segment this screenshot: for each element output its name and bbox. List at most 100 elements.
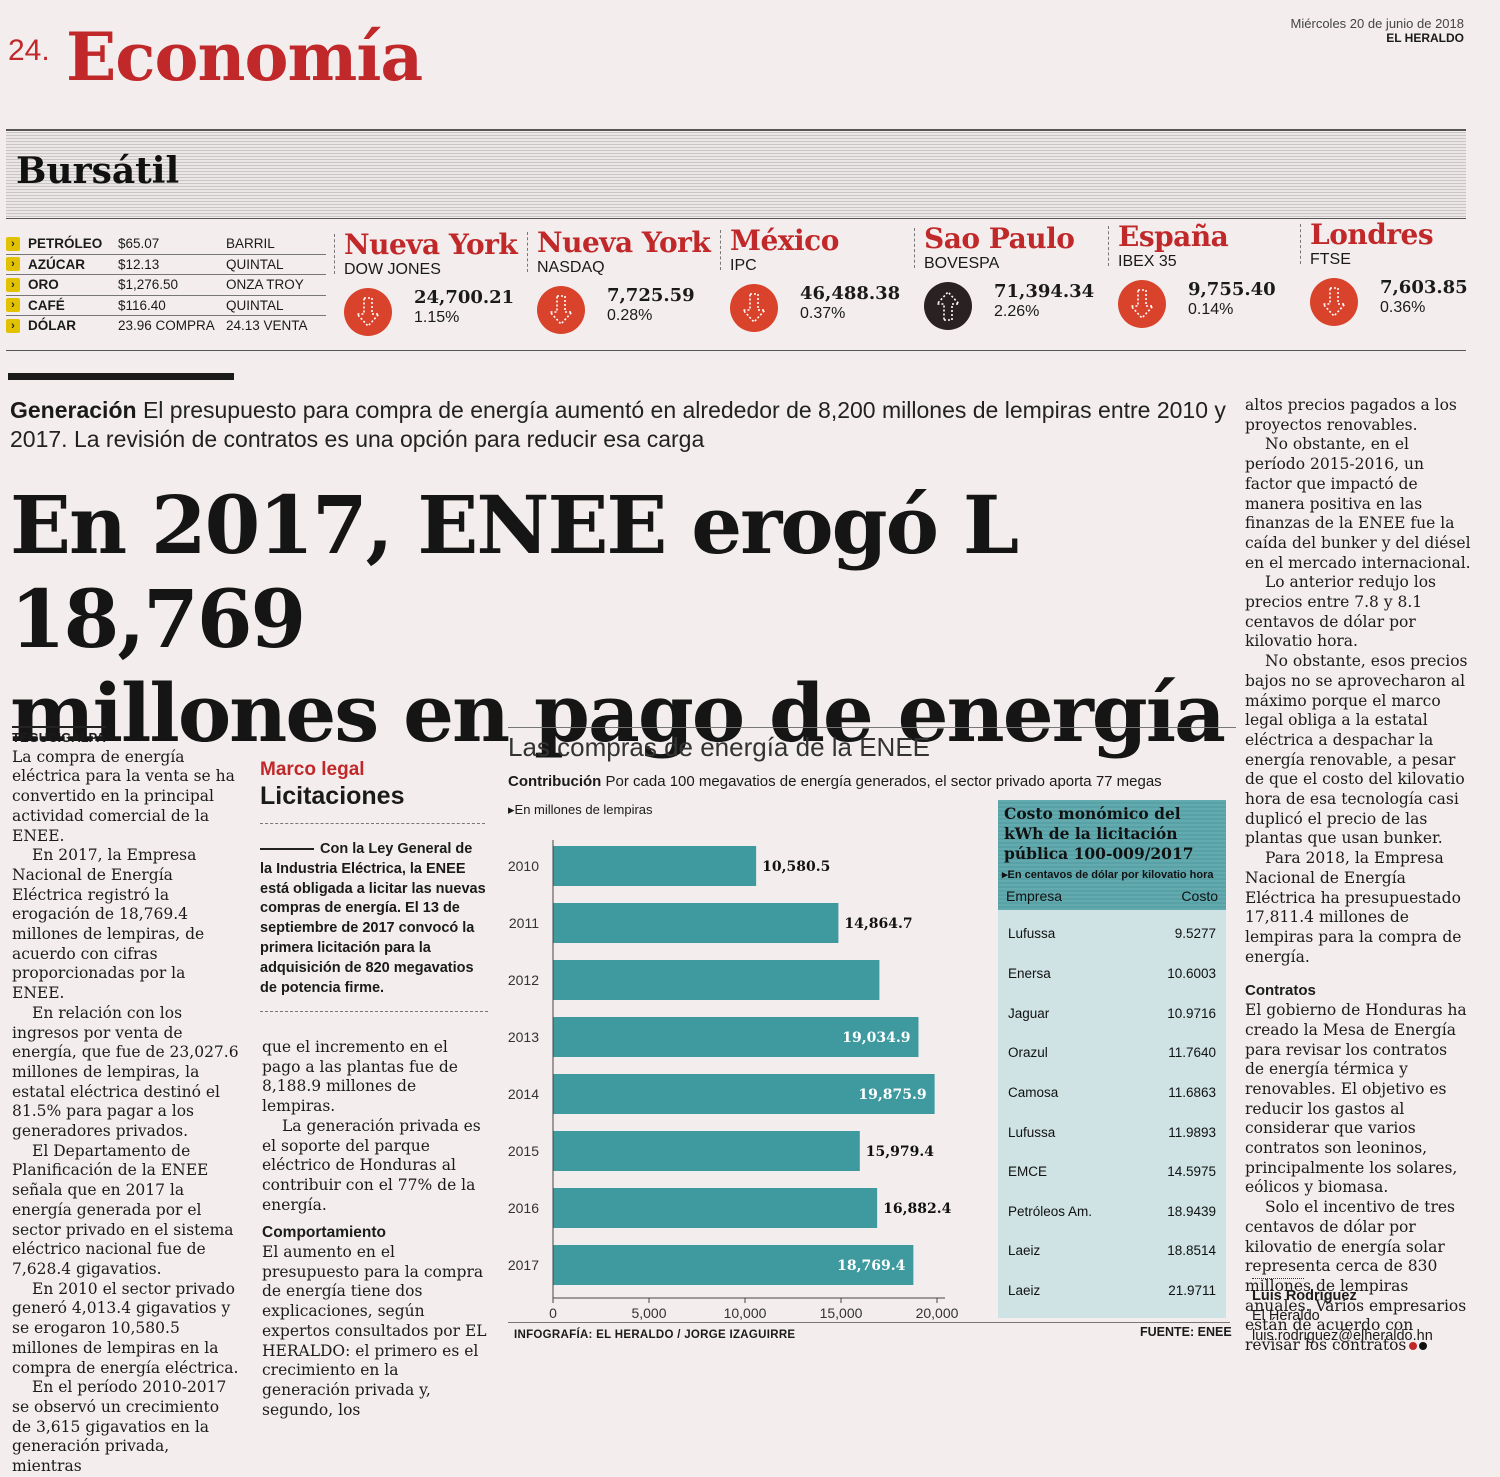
infographic-credit: INFOGRAFÍA: EL HERALDO / JORGE IZAGUIRRE xyxy=(514,1329,796,1341)
separator xyxy=(914,228,916,268)
table-row: Enersa 10.6003 xyxy=(1008,966,1216,981)
commodity-price: $1,276.50 xyxy=(118,277,179,293)
table-row: Orazul 11.7640 xyxy=(1008,1045,1216,1060)
newspaper-name: EL HERALDO xyxy=(1386,31,1464,45)
commodities-table: › PETRÓLEO $65.07 BARRIL › AZÚCAR $12.13… xyxy=(6,234,326,336)
chevron-right-icon: › xyxy=(6,236,20,251)
value-label: 19,875.9 xyxy=(858,1087,926,1103)
costo-cell: 18.9439 xyxy=(1167,1204,1216,1219)
value-label: 15,979.4 xyxy=(866,1144,934,1160)
infographic-contribution: Contribución Por cada 100 megavatios de … xyxy=(508,773,1162,790)
value-label: 16,882.4 xyxy=(883,1201,951,1217)
commodity-price: $12.13 xyxy=(118,256,160,272)
market-nueva-york-dow: Nueva York DOW JONES 24,700.21 1.15% xyxy=(334,228,519,340)
arrow-down-icon xyxy=(730,284,778,332)
market-city: Londres xyxy=(1310,218,1434,251)
table-subtitle-text: En centavos de dólar por kilovatio hora xyxy=(1007,869,1214,881)
infographic-bottom-rule xyxy=(508,1322,1230,1323)
costo-cell: 11.7640 xyxy=(1168,1045,1216,1060)
bar xyxy=(553,846,757,886)
commodity-unit: QUINTAL xyxy=(226,256,284,272)
market-espana: España IBEX 35 9,755.40 0.14% xyxy=(1108,220,1293,332)
commodity-unit: BARRIL xyxy=(226,236,275,252)
separator xyxy=(720,230,722,270)
commodity-unit: QUINTAL xyxy=(226,297,284,313)
triangle-icon: ▸ xyxy=(508,802,515,817)
sidebar-rule xyxy=(260,823,485,824)
bursatil-rule xyxy=(6,218,1466,219)
commodity-price: $65.07 xyxy=(118,236,160,252)
empresa-cell: Camosa xyxy=(1008,1085,1059,1100)
sidebar-title: Licitaciones xyxy=(260,782,405,810)
market-index: DOW JONES xyxy=(344,261,441,278)
bursatil-band xyxy=(6,132,1466,217)
arrow-down-icon xyxy=(344,288,392,336)
infographic-rule xyxy=(508,727,1236,728)
value-label: 14,864.7 xyxy=(844,916,912,932)
column-header-empresa: Empresa xyxy=(1006,888,1063,904)
arrow-up-icon xyxy=(924,282,972,330)
paragraph: La compra de energía eléctrica para la v… xyxy=(12,747,235,845)
category-label: 2011 xyxy=(509,915,539,931)
commodity-price: 23.96 COMPRA xyxy=(118,318,215,334)
chevron-right-icon: › xyxy=(6,277,20,292)
value-label: 18,769.4 xyxy=(837,1258,905,1274)
end-mark-icon xyxy=(1409,1342,1418,1351)
market-city: Nueva York xyxy=(537,226,711,259)
commodity-row: › AZÚCAR $12.13 QUINTAL xyxy=(6,255,326,275)
costo-cell: 18.8514 xyxy=(1167,1243,1216,1258)
table-row: Petróleos Am. 18.9439 xyxy=(1008,1204,1216,1219)
category-label: 2012 xyxy=(508,972,539,988)
table-body: Lufussa 9.5277 Enersa 10.6003 Jaguar 10.971… xyxy=(998,910,1226,1318)
byline-rule xyxy=(1252,1278,1304,1279)
chevron-right-icon: › xyxy=(6,257,20,272)
empresa-cell: Laeiz xyxy=(1008,1283,1041,1298)
separator xyxy=(1300,224,1302,264)
article-column-3: altos precios pagados a los proyectos re… xyxy=(1245,396,1471,1356)
market-change: 0.37% xyxy=(800,305,846,322)
table-row: Lufussa 11.9893 xyxy=(1008,1125,1216,1140)
paragraph: En 2010 el sector privado generó 4,013.4… xyxy=(12,1279,239,1377)
header-rule xyxy=(6,129,1466,131)
paragraph: altos precios pagados a los proyectos re… xyxy=(1245,396,1457,434)
market-index: IBEX 35 xyxy=(1118,253,1177,270)
market-city: España xyxy=(1118,220,1229,253)
kicker-bar xyxy=(8,373,234,380)
author-org: El Heraldo xyxy=(1252,1308,1320,1324)
category-label: 2014 xyxy=(508,1086,539,1102)
market-change: 0.28% xyxy=(607,307,653,324)
market-londres: Londres FTSE 7,603.85 0.36% xyxy=(1300,218,1485,330)
paragraph: El aumento en el presupuesto para la com… xyxy=(262,1243,487,1419)
bar xyxy=(553,1074,935,1114)
paragraph: Solo el incentivo de tres centavos de dó… xyxy=(1245,1198,1471,1356)
empresa-cell: Orazul xyxy=(1008,1045,1048,1060)
table-subtitle: ▸En centavos de dólar por kilovatio hora xyxy=(1002,868,1214,881)
paragraph-text: Solo el incentivo de tres centavos de dó… xyxy=(1245,1198,1467,1355)
sidebar-text-content: Con la Ley General de la Industria Eléct… xyxy=(260,841,486,996)
category-label: 2013 xyxy=(508,1029,539,1045)
empresa-cell: Petróleos Am. xyxy=(1008,1204,1093,1219)
market-city: Sao Paulo xyxy=(924,222,1075,255)
sidebar-kicker: Marco legal xyxy=(260,759,365,780)
market-nueva-york-nasdaq: Nueva York NASDAQ 7,725.59 0.28% xyxy=(527,226,712,338)
commodity-name: DÓLAR xyxy=(28,318,76,334)
empresa-cell: Jaguar xyxy=(1008,1006,1050,1021)
paragraph: En el período 2010-2017 se observó un cr… xyxy=(12,1378,227,1476)
commodity-row: › CAFÉ $116.40 QUINTAL xyxy=(6,296,326,316)
market-change: 1.15% xyxy=(414,309,460,326)
value-label: 10,580.5 xyxy=(762,859,830,875)
table-row: Camosa 11.6863 xyxy=(1008,1085,1216,1100)
category-label: 2016 xyxy=(508,1200,539,1216)
costo-cell: 11.6863 xyxy=(1168,1085,1216,1100)
value-label: 19,034.9 xyxy=(842,1030,910,1046)
paragraph: El gobierno de Honduras ha creado la Mes… xyxy=(1245,1001,1467,1197)
costo-cell: 10.9716 xyxy=(1167,1006,1216,1021)
column-header-costo: Costo xyxy=(1181,888,1218,904)
markets-rule xyxy=(6,350,1466,351)
triangle-icon: ▸ xyxy=(1002,869,1008,881)
market-value: 7,725.59 xyxy=(607,285,695,306)
table-row: Laeiz 18.8514 xyxy=(1008,1243,1216,1258)
paragraph: El Departamento de Planificación de la E… xyxy=(12,1141,234,1278)
market-value: 46,488.38 xyxy=(800,283,901,304)
empresa-cell: EMCE xyxy=(1008,1164,1048,1179)
